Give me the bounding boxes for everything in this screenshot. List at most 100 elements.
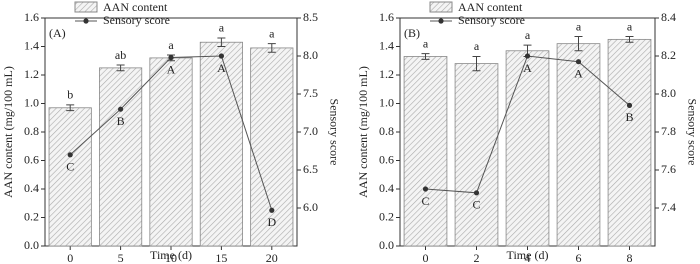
point-letter: C (472, 198, 480, 212)
x-axis-title: Time (d) (150, 248, 192, 262)
y-axis-title: AAN content (mg/100 mL) (1, 66, 15, 198)
y2-tick-label: 7.4 (661, 200, 676, 214)
bar (149, 57, 193, 247)
point-letter: C (421, 194, 429, 208)
y-tick-label: 0.6 (379, 152, 394, 166)
y2-tick-label: 7.8 (661, 124, 676, 138)
panel-label: (B) (404, 26, 420, 40)
x-axis-title: Time (d) (507, 248, 549, 262)
legend-swatch (429, 1, 453, 13)
bar (199, 41, 243, 247)
bar (454, 63, 499, 247)
y-tick-label: 0.2 (24, 209, 39, 223)
score-point (626, 102, 633, 108)
score-point (575, 59, 582, 65)
point-letter: A (523, 61, 532, 75)
point-letter: C (66, 160, 74, 174)
y2-axis-title: Sensory score (327, 99, 341, 166)
y2-tick-label: 8.2 (661, 48, 676, 62)
score-point (67, 152, 73, 158)
point-letter: D (267, 215, 276, 229)
y-tick-label: 1.6 (379, 10, 394, 24)
y2-tick-label: 8.5 (303, 10, 318, 24)
y2-tick-label: 8.0 (303, 48, 318, 62)
error-bar (574, 36, 583, 52)
y2-tick-label: 7.0 (303, 124, 318, 138)
y2-tick-label: 6.0 (303, 200, 318, 214)
legend-label: AAN content (458, 0, 523, 14)
x-tick-label: 10 (165, 251, 177, 264)
y-tick-label: 0.8 (24, 124, 39, 138)
point-letter: A (167, 62, 176, 76)
bar-letter: ab (115, 48, 126, 62)
y2-tick-label: 8.4 (661, 10, 676, 24)
score-point (473, 190, 480, 196)
x-tick-label: 2 (474, 251, 480, 264)
bar-letter: a (219, 21, 225, 35)
x-tick-label: 6 (576, 251, 582, 264)
error-bar (267, 43, 276, 53)
x-tick-label: 4 (525, 251, 531, 264)
bar-letter: a (168, 38, 174, 52)
y-tick-label: 0.4 (24, 181, 39, 195)
legend-dot (438, 18, 444, 24)
score-point (269, 207, 275, 213)
y-tick-label: 1.4 (24, 38, 39, 52)
y-tick-label: 0.6 (24, 152, 39, 166)
y2-axis-title: Sensory score (685, 99, 699, 166)
x-tick-label: 20 (266, 251, 278, 264)
legend-label: AAN content (103, 0, 168, 14)
point-letter: B (625, 110, 633, 124)
x-tick-label: 0 (423, 251, 429, 264)
bar (607, 38, 652, 247)
bar-letter: a (627, 19, 633, 33)
y-tick-label: 1.4 (379, 38, 394, 52)
score-point (422, 186, 429, 192)
error-bar (421, 53, 430, 60)
y-tick-label: 1.0 (379, 95, 394, 109)
error-bar (116, 64, 125, 72)
error-bar (66, 104, 75, 112)
y2-tick-label: 6.5 (303, 162, 318, 176)
bar (48, 107, 92, 247)
score-point (168, 54, 174, 61)
y-tick-label: 1.6 (24, 10, 39, 24)
legend-swatch (74, 1, 98, 13)
score-point (218, 53, 224, 59)
bar (99, 67, 143, 247)
x-tick-label: 0 (67, 251, 73, 264)
y-tick-label: 1.0 (24, 95, 39, 109)
y-tick-label: 0.2 (379, 209, 394, 223)
y-tick-label: 1.2 (24, 67, 39, 81)
error-bar (625, 36, 634, 43)
y-tick-label: 0.8 (379, 124, 394, 138)
point-letter: B (117, 114, 125, 128)
y-tick-label: 0.0 (379, 238, 394, 252)
y2-tick-label: 8.0 (661, 86, 676, 100)
legend-label: Sensory score (458, 13, 525, 27)
bar (505, 50, 550, 247)
score-point (524, 53, 531, 59)
x-tick-label: 5 (118, 251, 124, 264)
y-tick-label: 0.4 (379, 181, 394, 195)
bar-letter: a (576, 19, 582, 33)
x-tick-label: 15 (215, 251, 227, 264)
legend-dot (83, 18, 89, 24)
legend-label: Sensory score (103, 13, 170, 27)
y-axis-title: AAN content (mg/100 mL) (356, 66, 370, 198)
point-letter: A (217, 61, 226, 75)
bar-letter: a (474, 39, 480, 53)
score-point (118, 106, 124, 112)
point-letter: A (574, 66, 583, 80)
bar-letter: b (67, 88, 73, 102)
x-tick-label: 8 (627, 251, 633, 264)
y2-tick-label: 7.5 (303, 86, 318, 100)
y-tick-label: 1.2 (379, 67, 394, 81)
bar (403, 56, 448, 247)
y2-tick-label: 7.6 (661, 162, 676, 176)
error-bar (472, 55, 481, 72)
bar-letter: a (423, 36, 429, 50)
bar-letter: a (269, 26, 275, 40)
y-tick-label: 0.0 (24, 238, 39, 252)
